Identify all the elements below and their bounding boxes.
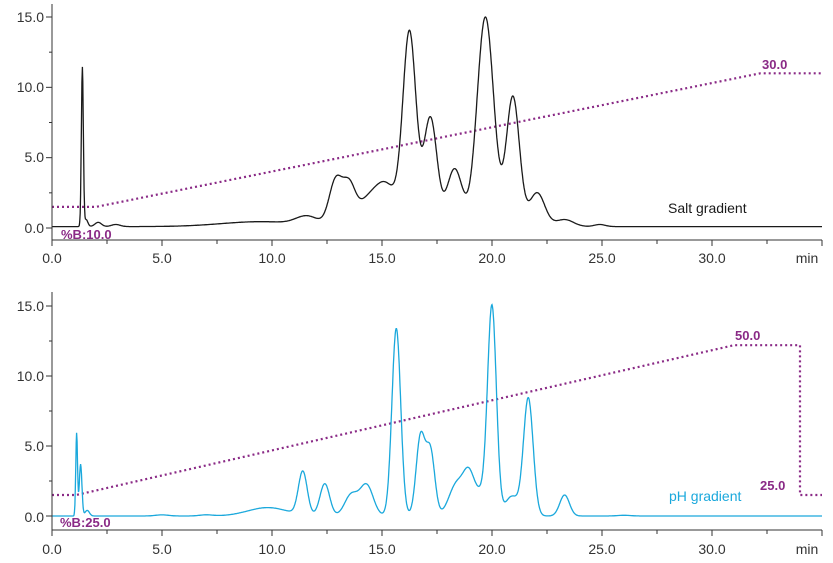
ph-x-tick-label: 0.0 xyxy=(42,541,62,557)
ph-gradient-mid-label: 50.0 xyxy=(735,328,760,343)
salt-trace-label: Salt gradient xyxy=(668,200,747,216)
salt-gradient-end-label: 30.0 xyxy=(762,57,787,72)
salt-y-tick-label: 10.0 xyxy=(17,79,44,95)
salt-x-tick-label: 5.0 xyxy=(152,250,172,266)
ph-y-tick-label: 15.0 xyxy=(17,298,44,314)
ph-gradient-profile xyxy=(52,344,822,497)
salt-x-tick-label: 20.0 xyxy=(478,250,505,266)
ph-gradient-end-label: 25.0 xyxy=(760,478,785,493)
ph-x-tick-label: 10.0 xyxy=(258,541,285,557)
salt-x-tick-label: 0.0 xyxy=(42,250,62,266)
salt-x-tick-label: 30.0 xyxy=(698,250,725,266)
ph-y-tick-label: 0.0 xyxy=(25,509,45,525)
salt-x-tick-label: 10.0 xyxy=(258,250,285,266)
ph-chromatogram-trace xyxy=(52,303,822,517)
salt-y-tick-label: 15.0 xyxy=(17,9,44,25)
ph-x-tick-label: 30.0 xyxy=(698,541,725,557)
salt-x-tick-label: 15.0 xyxy=(368,250,395,266)
ph-gradient-panel: 0.0 5.0 10.0 15.0 0.0 5.0 10.0 15.0 20.0… xyxy=(17,292,823,557)
ph-x-tick-label: 20.0 xyxy=(478,541,505,557)
ph-trace-label: pH gradient xyxy=(669,488,741,504)
ph-gradient-start-label: %B:25.0 xyxy=(60,515,111,530)
salt-gradient-profile xyxy=(52,72,822,208)
salt-x-unit-label: min xyxy=(796,250,819,266)
ph-y-tick-label: 5.0 xyxy=(25,438,45,454)
ph-x-unit-label: min xyxy=(796,541,819,557)
salt-y-tick-label: 5.0 xyxy=(25,149,45,165)
ph-x-tick-label: 15.0 xyxy=(368,541,395,557)
salt-gradient-panel: 0.0 5.0 10.0 15.0 0.0 5.0 10.0 15.0 20.0… xyxy=(17,4,823,266)
ph-x-tick-label: 25.0 xyxy=(588,541,615,557)
salt-tick-marks xyxy=(46,16,823,246)
salt-y-tick-label: 0.0 xyxy=(25,220,45,236)
salt-gradient-start-label: %B:10.0 xyxy=(61,227,112,242)
ph-y-tick-label: 10.0 xyxy=(17,368,44,384)
salt-x-tick-label: 25.0 xyxy=(588,250,615,266)
ph-x-tick-label: 5.0 xyxy=(152,541,172,557)
salt-chromatogram-trace xyxy=(52,16,822,228)
